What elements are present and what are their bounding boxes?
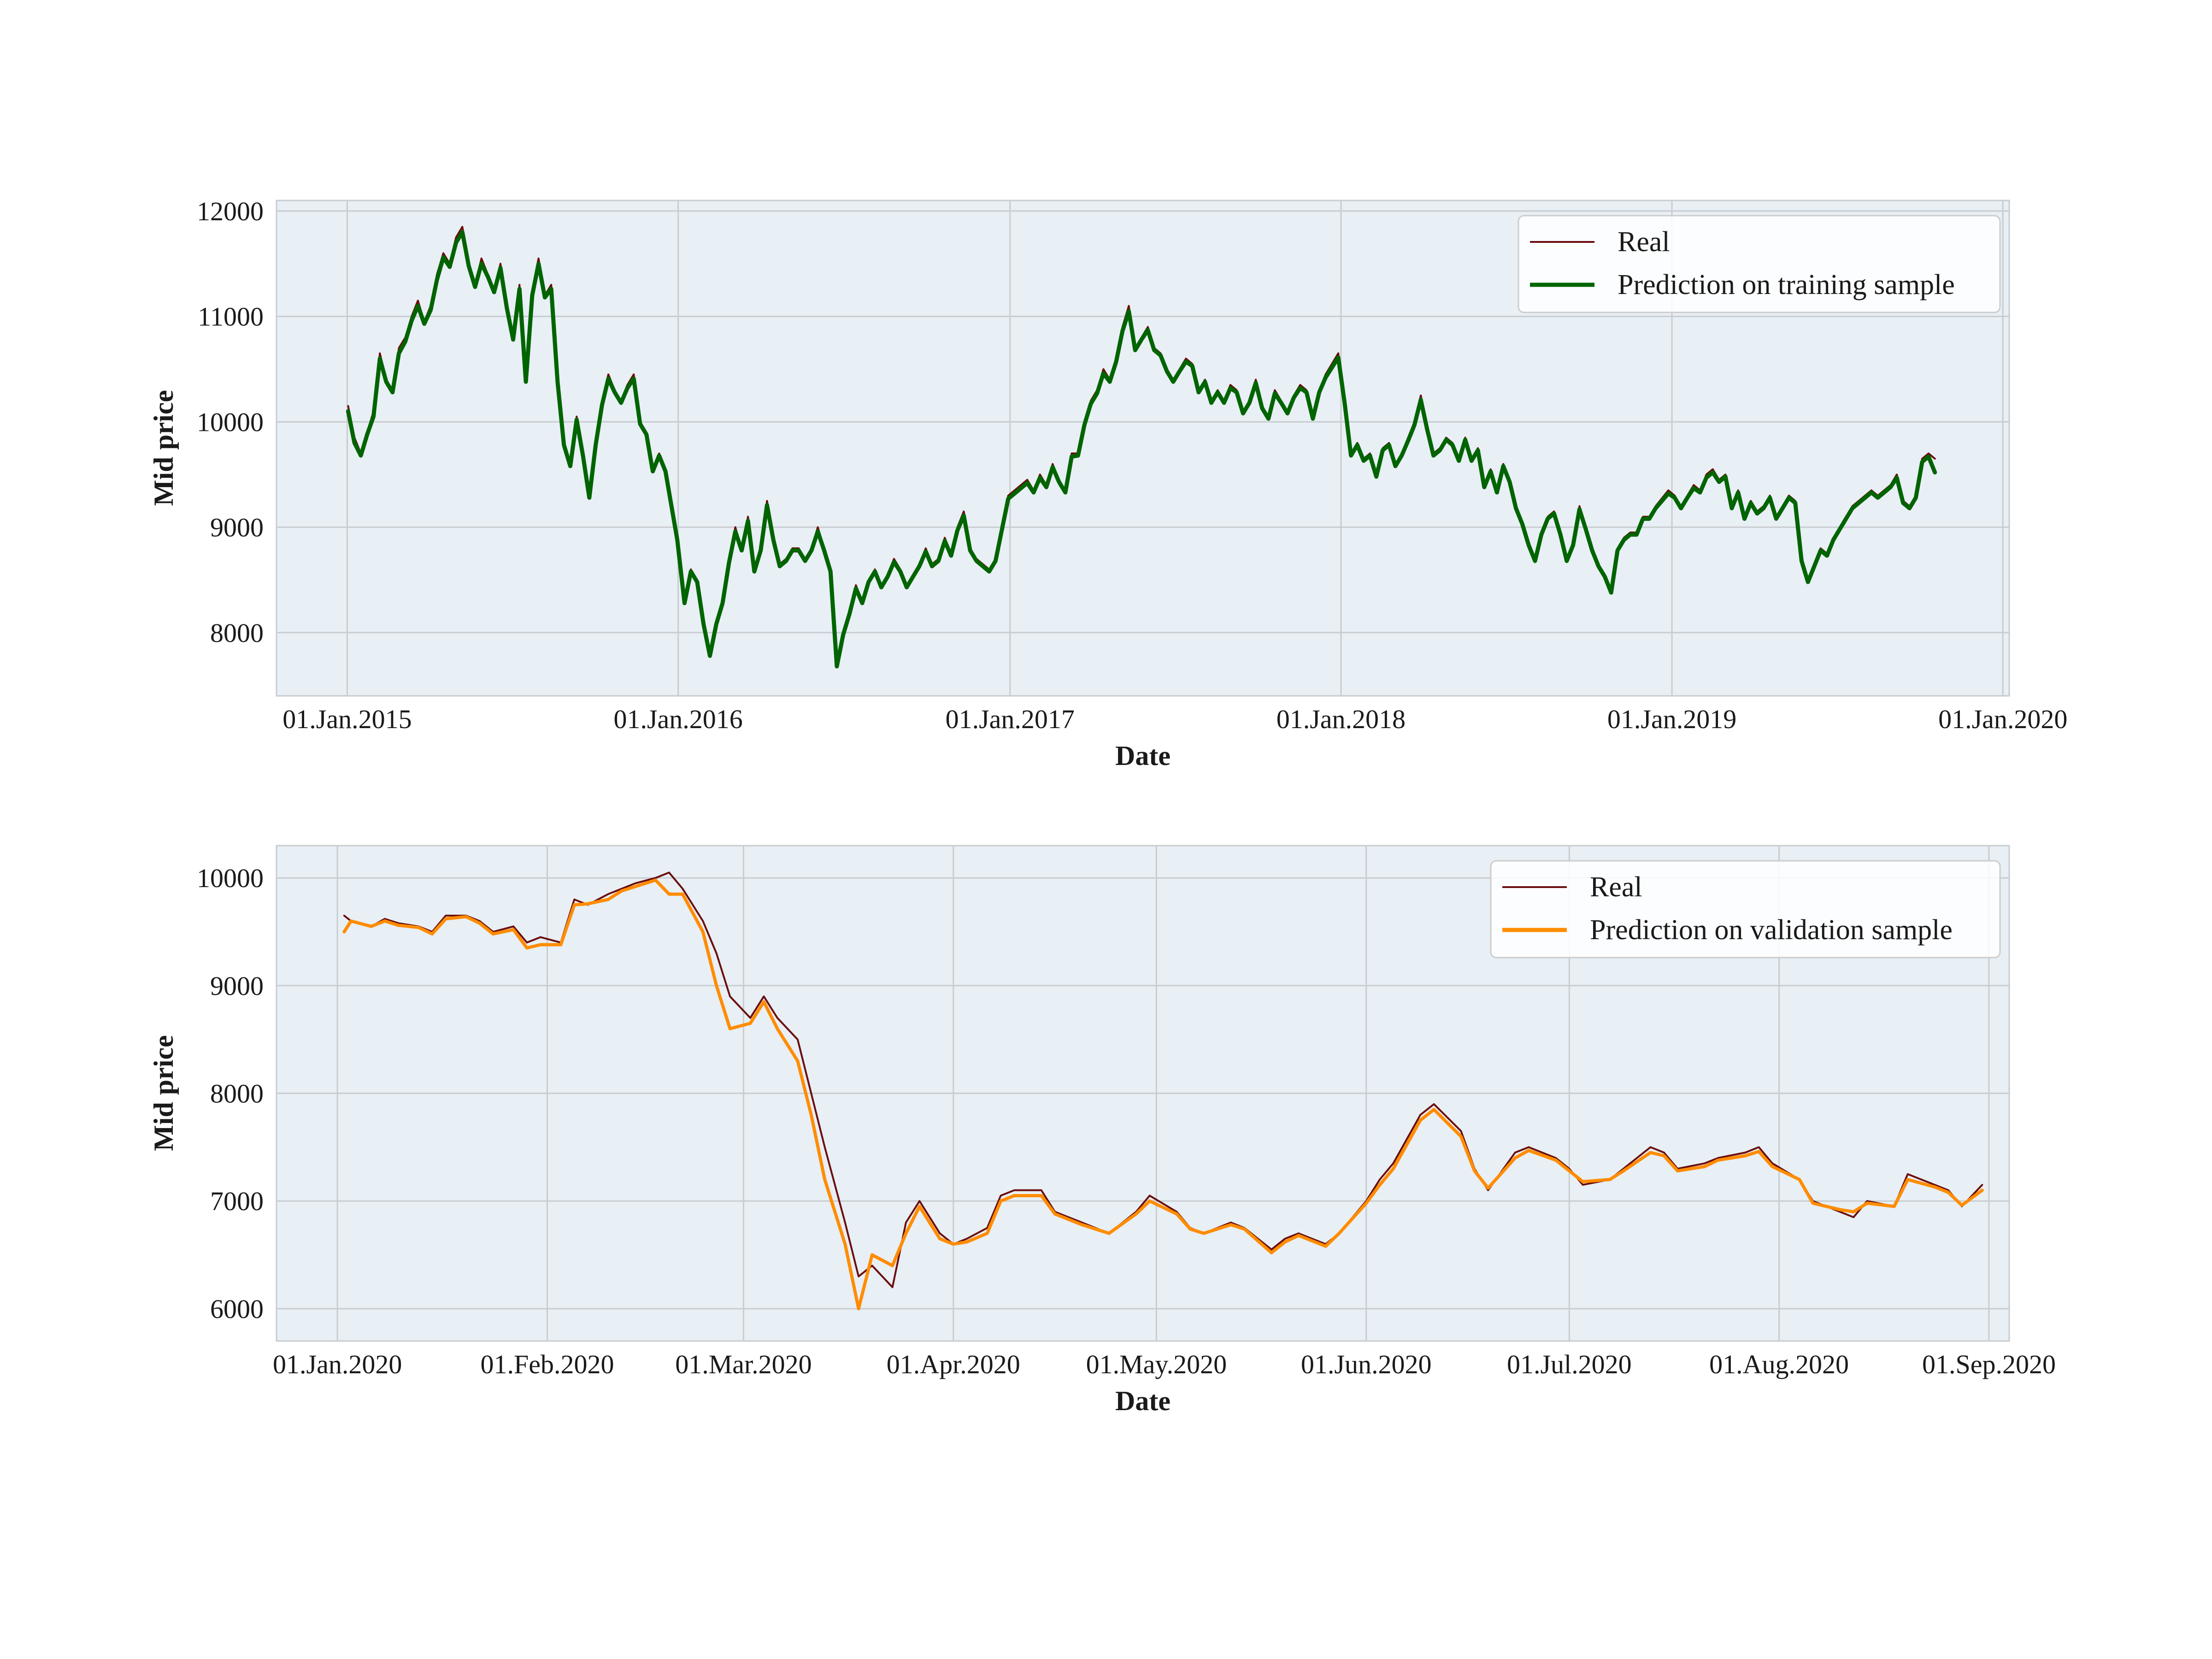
y-axis-label: Mid price [148, 390, 179, 506]
x-tick-label: 01.Aug.2020 [1709, 1349, 1849, 1379]
x-tick-label: 01.Jan.2019 [1607, 704, 1736, 734]
legend: Real Prediction on training sample [1518, 215, 2001, 313]
x-tick-label: 01.Jan.2018 [1277, 704, 1406, 734]
y-axis-label: Mid price [148, 1035, 179, 1151]
prediction-on-validation-sample-line [342, 878, 1984, 1311]
y-tick-label: 12000 [197, 196, 264, 226]
series-layer [346, 226, 1937, 669]
x-tick-label: 01.May.2020 [1086, 1349, 1227, 1379]
x-tick-labels: 01.Jan.2015 01.Jan.2016 01.Jan.2017 01.Jan.… [282, 704, 2067, 734]
legend-label-real: Real [1590, 871, 1642, 903]
x-tick-label: 01.Apr.2020 [887, 1349, 1020, 1379]
legend-box [1490, 860, 2001, 959]
x-tick-label: 01.Jan.2020 [1938, 704, 2067, 734]
grid [276, 846, 2009, 1341]
y-tick-label: 6000 [210, 1294, 264, 1324]
y-tick-label: 9000 [210, 971, 264, 1001]
x-tick-label: 01.Feb.2020 [481, 1349, 614, 1379]
x-tick-label: 01.Mar.2020 [675, 1349, 812, 1379]
x-tick-label: 01.Jun.2020 [1301, 1349, 1432, 1379]
legend-label-real: Real [1618, 226, 1670, 258]
y-tick-label: 8000 [210, 1079, 264, 1109]
y-tick-label: 8000 [210, 618, 264, 648]
x-tick-labels: 01.Jan.2020 01.Feb.2020 01.Mar.2020 01.Apr.… [273, 1349, 2056, 1379]
x-axis-label: Date [1115, 741, 1171, 771]
y-tick-labels: 6000 7000 8000 9000 10000 [197, 863, 264, 1324]
y-tick-label: 11000 [198, 302, 264, 332]
grid [276, 200, 2009, 696]
y-tick-label: 9000 [210, 512, 264, 542]
series-layer [342, 871, 1984, 1311]
x-tick-label: 01.Jan.2016 [613, 704, 742, 734]
legend-box [1518, 215, 2001, 313]
x-tick-label: 01.Jul.2020 [1507, 1349, 1632, 1379]
legend: Real Prediction on validation sample [1490, 860, 2001, 959]
legend-label-prediction: Prediction on validation sample [1590, 914, 1953, 946]
x-tick-label: 01.Jan.2020 [273, 1349, 402, 1379]
x-tick-label: 01.Jan.2017 [946, 704, 1075, 734]
y-tick-labels: 8000 9000 10000 11000 12000 [197, 196, 264, 648]
prediction-on-training-sample-line [346, 230, 1937, 669]
legend-label-prediction: Prediction on training sample [1618, 269, 1955, 300]
x-tick-label: 01.Jan.2015 [282, 704, 412, 734]
x-tick-label: 01.Sep.2020 [1922, 1349, 2056, 1379]
y-tick-label: 10000 [197, 407, 264, 437]
y-tick-label: 7000 [210, 1186, 264, 1216]
validation-chart: 6000 7000 8000 9000 10000 01.Jan.2020 01.Feb.… [148, 845, 2056, 1416]
y-tick-label: 10000 [197, 863, 264, 893]
x-axis-label: Date [1115, 1386, 1171, 1416]
